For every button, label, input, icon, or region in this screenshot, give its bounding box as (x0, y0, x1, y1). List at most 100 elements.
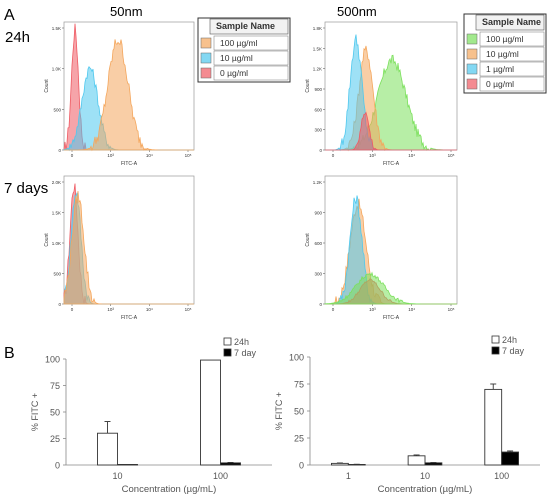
x-tick-label: 100 (494, 471, 509, 481)
legend-header-cell (475, 14, 545, 31)
legend-swatch (223, 337, 232, 346)
histogram-500nm-7days: 0 300 600 900 1.2K 0 10³ 10⁴ 10⁵ FITC-A Count (305, 175, 458, 321)
y-tick-label: 1.0K (52, 241, 61, 246)
legend-label: 10 µg/ml (486, 49, 519, 59)
y-tick-label: 75 (294, 380, 304, 390)
y-tick-label: 25 (294, 434, 304, 444)
legend-label: 7 day (502, 346, 525, 356)
bar-24h (200, 359, 221, 466)
row-label-24h: 24h (5, 29, 30, 46)
x-tick-label: 0 (71, 307, 74, 312)
y-tick-label: 2.0K (52, 180, 61, 185)
y-tick-label: 1.2K (313, 180, 322, 185)
histogram-curve (64, 39, 194, 152)
histogram-50nm-7days: 0 500 1.0K 1.5K 2.0K 0 10³ 10⁴ 10⁵ FITC-A Count (44, 175, 195, 321)
bar-7-day (220, 462, 241, 466)
y-tick-label: 0 (319, 302, 322, 307)
legend-cell (213, 35, 289, 51)
legend-500nm: Sample Name 100 µg/ml 10 µg/ml 1 µg/ml 0 µg/… (463, 13, 547, 94)
row-label-7days: 7 days (4, 180, 48, 197)
x-tick-label: 0 (71, 153, 74, 158)
y-tick-label: 1.5K (313, 46, 322, 51)
legend-cell (213, 65, 289, 81)
legend-swatch (466, 78, 478, 90)
x-tick-label: 10³ (369, 153, 376, 158)
x-tick-label: 10⁴ (408, 307, 415, 312)
y-axis-label: % FITC + (30, 393, 40, 431)
y-tick-label: 0 (299, 461, 304, 471)
y-axis-label: Count (44, 233, 50, 247)
legend-swatch (466, 48, 478, 60)
y-axis-label: Count (44, 79, 50, 93)
panel-label-b: B (4, 345, 15, 362)
x-tick-label: 10⁵ (448, 153, 455, 158)
y-tick-label: 50 (50, 408, 60, 418)
y-tick-label: 300 (314, 272, 322, 277)
column-label-500nm: 500nm (337, 4, 377, 19)
legend-header: Sample Name (482, 17, 541, 27)
legend-cell (479, 76, 545, 92)
y-tick-label: 25 (50, 434, 60, 444)
bar-7-day (501, 451, 519, 466)
y-tick-label: 75 (50, 381, 60, 391)
x-tick-label: 10³ (369, 307, 376, 312)
legend-label: 7 day (234, 348, 257, 358)
column-label-50nm: 50nm (110, 4, 143, 19)
legend-swatch (200, 52, 212, 64)
x-axis-label: FITC-A (383, 315, 400, 321)
legend-label: 100 µg/ml (220, 38, 258, 48)
histogram-curve (325, 111, 457, 151)
bar-7-day (424, 462, 443, 466)
y-tick-label: 1.2K (313, 67, 322, 72)
histogram-curve (324, 271, 457, 305)
y-tick-label: 300 (314, 128, 322, 133)
legend-cell (479, 61, 545, 77)
x-tick-label: 0 (332, 153, 335, 158)
legend-label: 100 µg/ml (486, 34, 524, 44)
legend-50nm: Sample Name 100 µg/ml 10 µg/ml 0 µg/ml (197, 17, 291, 83)
x-axis-label: FITC-A (121, 315, 138, 321)
legend-swatch (491, 335, 500, 344)
x-tick-label: 0 (332, 307, 335, 312)
bar-24h (484, 388, 503, 466)
legend-label: 1 µg/ml (486, 64, 514, 74)
legend-header-cell (209, 18, 289, 35)
y-tick-label: 1.0K (52, 67, 61, 72)
y-tick-label: 600 (314, 241, 322, 246)
y-tick-label: 1.8K (313, 26, 322, 31)
y-tick-label: 0 (58, 148, 61, 153)
panel-label-a: A (4, 7, 15, 24)
y-tick-label: 0 (319, 148, 322, 153)
x-axis-label: Concentration (µg/mL) (378, 484, 473, 495)
legend-label: 10 µg/ml (220, 53, 253, 63)
histogram-curve (63, 190, 194, 305)
legend-label: 0 µg/ml (220, 68, 248, 78)
y-tick-label: 500 (53, 272, 61, 277)
x-tick-label: 10³ (107, 153, 114, 158)
y-tick-label: 1.5K (52, 26, 61, 31)
x-axis-label: FITC-A (121, 161, 138, 167)
x-tick-label: 10⁵ (185, 307, 192, 312)
y-axis-label: Count (305, 79, 311, 93)
histogram-50nm-24h: 0 500 1.0K 1.5K 0 10³ 10⁴ 10⁵ FITC-A Count (44, 21, 195, 167)
bar-24h (407, 455, 426, 466)
x-tick-label: 10⁵ (448, 307, 455, 312)
y-tick-label: 1.5K (52, 211, 61, 216)
bar-chart-500nm: 0 25 50 75 100 % FITC + Concentration (µg/mL) 1… (274, 335, 540, 495)
x-axis-label: FITC-A (383, 161, 400, 167)
x-tick-label: 10⁴ (146, 307, 153, 312)
bar-24h (97, 432, 118, 466)
legend-swatch (200, 37, 212, 49)
y-tick-label: 50 (294, 407, 304, 417)
x-tick-label: 100 (213, 471, 228, 481)
x-tick-label: 10⁴ (408, 153, 415, 158)
legend-cell (479, 31, 545, 47)
y-tick-label: 0 (55, 461, 60, 471)
y-tick-label: 500 (53, 107, 61, 112)
legend-cell (479, 46, 545, 62)
bar-7-day (117, 464, 138, 466)
x-tick-label: 1 (346, 471, 351, 481)
y-axis-label: Count (305, 233, 311, 247)
